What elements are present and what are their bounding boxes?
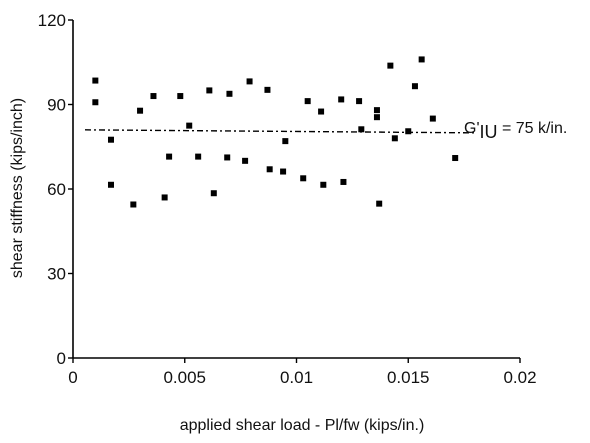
data-point: [137, 107, 144, 114]
data-point: [264, 86, 271, 93]
data-point: [186, 122, 193, 129]
data-point: [224, 154, 231, 161]
data-point: [107, 136, 114, 143]
data-point: [280, 168, 287, 175]
axes: [72, 20, 520, 359]
y-tick-label: 90: [47, 96, 66, 115]
data-point: [226, 90, 233, 97]
data-point: [107, 181, 114, 188]
data-points: [92, 56, 459, 208]
data-point: [391, 135, 398, 142]
y-tick-label: 30: [47, 265, 66, 284]
x-tick-label: 0.015: [387, 368, 430, 387]
data-point: [452, 155, 459, 162]
annotation-suffix: = 75 k/in.: [498, 120, 568, 137]
reference-line: [84, 129, 476, 134]
x-tick-label: 0: [68, 368, 77, 387]
data-point: [320, 181, 327, 188]
data-point: [130, 201, 137, 208]
ticks: 0 0.005 0.01 0.015 0.02 0 30 60 90 120: [38, 11, 537, 387]
data-point: [300, 175, 307, 182]
x-tick-label: 0.005: [163, 368, 206, 387]
x-axis-label: applied shear load - Pl/fw (kips/in.): [180, 417, 425, 434]
data-point: [210, 190, 217, 197]
data-point: [242, 157, 249, 164]
data-point: [373, 114, 380, 121]
data-point: [92, 99, 99, 106]
data-point: [318, 108, 325, 115]
y-tick-label: 0: [57, 349, 66, 368]
y-tick-label: 120: [38, 11, 66, 30]
data-point: [418, 56, 425, 63]
annotation-subscript: IU: [480, 122, 498, 142]
data-point: [304, 98, 311, 105]
data-point: [387, 62, 394, 69]
data-point: [411, 83, 418, 90]
y-tick-label: 60: [47, 180, 66, 199]
data-point: [356, 98, 363, 105]
data-point: [429, 115, 436, 122]
data-point: [150, 93, 157, 100]
data-point: [266, 166, 273, 173]
stiffness-annotation: G'IU = 75 k/in.: [464, 120, 567, 142]
data-point: [195, 153, 202, 160]
data-point: [246, 78, 253, 85]
data-point: [340, 178, 347, 185]
data-point: [282, 138, 289, 145]
data-point: [376, 200, 383, 207]
data-point: [206, 87, 213, 94]
y-axis-label: shear stiffness (kips/inch): [9, 98, 26, 278]
data-point: [92, 77, 99, 84]
x-tick-label: 0.01: [280, 368, 313, 387]
data-point: [405, 128, 412, 135]
data-point: [373, 107, 380, 114]
data-point: [358, 126, 365, 133]
data-point: [177, 93, 184, 100]
data-point: [161, 194, 168, 201]
data-point: [338, 96, 345, 103]
annotation-prefix: G': [464, 120, 480, 137]
data-point: [166, 153, 173, 160]
x-tick-label: 0.02: [503, 368, 536, 387]
